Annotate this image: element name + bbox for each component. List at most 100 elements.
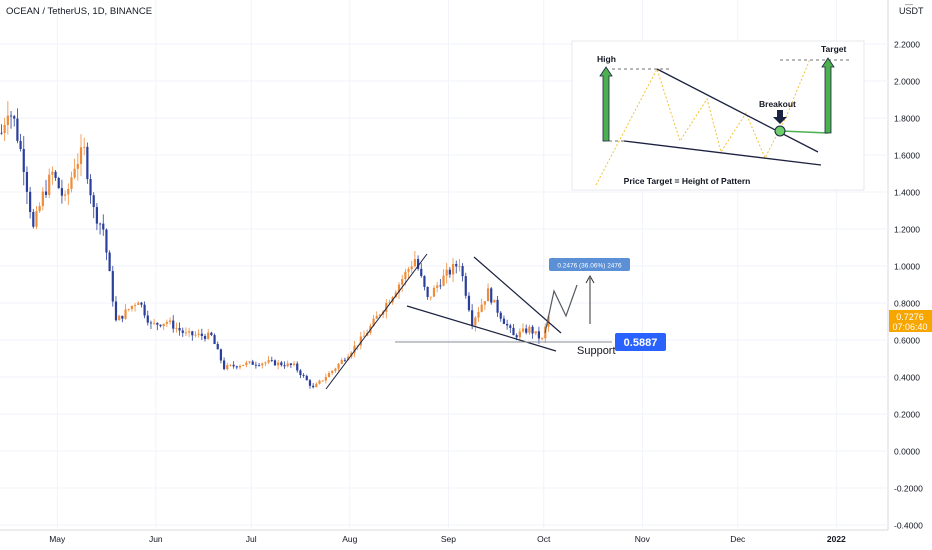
candle (537, 326, 541, 344)
pattern-rise-line[interactable] (325, 253, 428, 390)
candle (29, 186, 32, 219)
price-tick-label: 1.6000 (894, 151, 920, 161)
candle (334, 367, 337, 373)
candle (299, 368, 302, 379)
candle (493, 299, 496, 303)
candle (92, 192, 95, 219)
candle (146, 310, 149, 326)
time-tick-label: Dec (730, 534, 746, 544)
candle (416, 255, 420, 271)
candle (86, 142, 89, 184)
candle (318, 379, 321, 385)
inset-breakout-arrow-icon (773, 110, 787, 124)
candle (197, 329, 200, 338)
candle (254, 361, 257, 369)
candle (203, 333, 207, 342)
candle (273, 359, 277, 366)
candle (41, 187, 44, 211)
candle (477, 306, 480, 322)
candle (302, 373, 305, 378)
candle (455, 260, 458, 274)
candle (280, 360, 283, 367)
candle (483, 301, 486, 311)
candle (64, 190, 67, 201)
candle (541, 337, 544, 341)
candle (528, 324, 531, 336)
projected-path[interactable] (544, 284, 578, 334)
candle (506, 319, 509, 330)
candle (305, 374, 308, 381)
candle (22, 136, 25, 186)
candle (188, 327, 191, 338)
candle (353, 340, 356, 358)
candle (394, 289, 397, 298)
candle (445, 262, 448, 284)
candle (321, 380, 324, 382)
candle (296, 361, 299, 373)
candle (67, 183, 70, 205)
inset-wedge-top (656, 68, 819, 153)
candle (283, 361, 286, 369)
inset-breakout-label: Breakout (759, 99, 796, 109)
candle (432, 285, 436, 297)
price-tick-label: -0.2000 (894, 484, 923, 494)
candle (194, 331, 197, 338)
candle (426, 286, 429, 300)
candle (458, 258, 461, 272)
inset-target-label: Target (821, 44, 847, 54)
candle (467, 292, 471, 312)
candle (0, 124, 3, 135)
last-price-value: 0.7276 (896, 312, 924, 322)
candle (512, 324, 515, 336)
inset-diagram: High Target Breakout Price Target = Heig… (571, 40, 865, 191)
candle (337, 362, 340, 372)
candle (162, 323, 165, 330)
candle (210, 331, 213, 337)
candle (525, 324, 528, 335)
price-axis-panel[interactable] (888, 0, 932, 550)
candle (362, 330, 366, 337)
time-axis-ticks: May Jun Jul Aug Sep Oct Nov Dec 2022 (49, 534, 846, 544)
inset-frame (571, 40, 865, 191)
candle (6, 101, 9, 135)
candle (73, 158, 76, 180)
pattern-drawings (325, 253, 612, 390)
price-tick-label: 1.8000 (894, 114, 920, 124)
candle (496, 296, 499, 317)
candle (191, 330, 194, 341)
candle (51, 166, 54, 185)
price-tick-label: 1.2000 (894, 225, 920, 235)
candle (44, 179, 48, 198)
candle (130, 305, 133, 312)
candle (509, 323, 512, 333)
time-tick-label: Aug (342, 534, 357, 544)
candle (413, 251, 416, 268)
measure-label-box[interactable] (549, 258, 630, 271)
candle (232, 361, 235, 369)
last-price-badge[interactable] (889, 310, 932, 332)
candle (140, 302, 143, 308)
candle (401, 274, 404, 292)
time-tick-label: Nov (635, 534, 651, 544)
candle (245, 360, 248, 368)
candle (464, 272, 467, 299)
candle (407, 266, 410, 279)
inset-high-arrow-icon (599, 66, 613, 142)
support-value-badge[interactable] (615, 333, 666, 351)
candle (448, 267, 451, 278)
candle (312, 383, 315, 389)
candle (25, 166, 29, 205)
candle (486, 283, 490, 302)
candle (76, 153, 79, 181)
candle (292, 361, 296, 367)
candle (359, 331, 362, 350)
candle (168, 317, 172, 325)
candle (98, 222, 102, 235)
candle (429, 296, 432, 301)
candle (490, 287, 493, 305)
wedge-upper-line[interactable] (473, 256, 562, 334)
candle (375, 311, 378, 319)
candle (16, 108, 19, 144)
wedge-lower-line[interactable] (406, 305, 557, 352)
